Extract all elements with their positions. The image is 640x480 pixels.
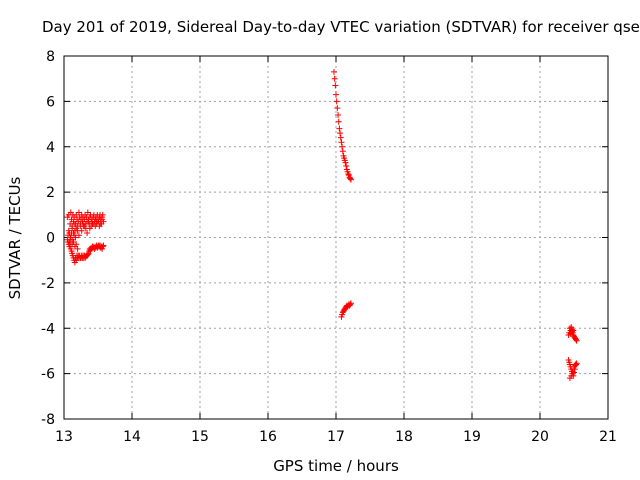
y-axis-title: SDTVAR / TECUs <box>6 176 24 299</box>
y-tick-label: -2 <box>41 276 55 292</box>
data-point <box>333 98 340 105</box>
x-tick-label: 13 <box>55 429 73 445</box>
data-point <box>347 175 354 182</box>
data-point <box>568 328 575 335</box>
data-point <box>100 242 107 249</box>
data-point <box>570 327 577 334</box>
y-tick-label: -8 <box>41 412 55 428</box>
x-tick-label: 19 <box>463 429 481 445</box>
data-point <box>73 241 80 248</box>
data-point <box>569 368 576 375</box>
data-point <box>336 125 343 132</box>
x-tick-label: 15 <box>191 429 209 445</box>
data-point <box>330 68 337 75</box>
data-point <box>573 360 580 367</box>
chart-title: Day 201 of 2019, Sidereal Day-to-day VTE… <box>42 18 640 36</box>
data-point <box>92 223 99 230</box>
data-points <box>64 68 580 382</box>
data-point <box>334 105 341 112</box>
series-track-17h-lower <box>338 300 354 320</box>
data-point <box>84 229 91 236</box>
data-point <box>86 225 93 232</box>
data-point <box>573 336 580 343</box>
x-tick-label: 18 <box>395 429 413 445</box>
series-cluster-20h-lower <box>565 357 580 382</box>
data-point <box>347 301 354 308</box>
data-point <box>568 372 575 379</box>
data-point <box>343 163 350 170</box>
x-tick-label: 16 <box>259 429 277 445</box>
data-point <box>571 369 577 376</box>
data-point <box>573 337 580 344</box>
data-point <box>337 130 344 137</box>
data-point <box>347 176 354 183</box>
data-point <box>342 159 349 166</box>
data-point <box>331 75 338 82</box>
y-tick-label: 8 <box>46 49 55 65</box>
y-tick-label: 0 <box>46 231 55 247</box>
x-tick-label: 20 <box>531 429 549 445</box>
y-tick-label: 6 <box>46 94 55 110</box>
series-track-17h-upper <box>330 68 354 183</box>
series-cluster-13h-lower <box>64 227 107 266</box>
y-tick-labels: 8 6 4 2 0 -2 -4 -6 -8 <box>41 49 55 428</box>
data-point <box>81 223 88 230</box>
x-tick-label: 17 <box>327 429 345 445</box>
data-point <box>85 218 92 225</box>
data-point <box>347 300 354 307</box>
data-point <box>335 118 342 125</box>
x-tick-label: 14 <box>123 429 141 445</box>
series-cluster-20h-upper <box>565 324 580 344</box>
data-point <box>332 82 339 89</box>
data-point <box>84 251 91 258</box>
data-point <box>339 148 346 155</box>
data-point <box>335 111 342 118</box>
plot-frame <box>63 55 609 420</box>
data-point <box>572 361 579 368</box>
series-cluster-13h-upper <box>64 209 107 241</box>
data-point <box>345 170 352 177</box>
data-point <box>337 134 344 141</box>
data-point <box>78 227 85 234</box>
data-point <box>74 245 81 252</box>
x-tick-labels: 13 14 15 16 17 18 19 20 21 <box>55 429 617 445</box>
data-point <box>99 243 106 250</box>
data-point <box>339 143 346 150</box>
y-tick-label: 2 <box>46 185 55 201</box>
data-point <box>97 220 104 227</box>
y-tick-label: 4 <box>46 140 55 156</box>
data-point <box>333 91 339 98</box>
x-tick-label: 21 <box>599 429 617 445</box>
data-point <box>338 139 345 146</box>
data-point <box>71 220 78 227</box>
x-axis-title: GPS time / hours <box>273 457 399 475</box>
data-point <box>72 234 79 241</box>
data-point <box>99 211 106 218</box>
y-tick-label: -4 <box>41 321 55 337</box>
data-point <box>73 225 80 232</box>
y-tick-label: -6 <box>41 367 55 383</box>
data-point <box>99 216 106 223</box>
grid-lines <box>64 56 608 419</box>
